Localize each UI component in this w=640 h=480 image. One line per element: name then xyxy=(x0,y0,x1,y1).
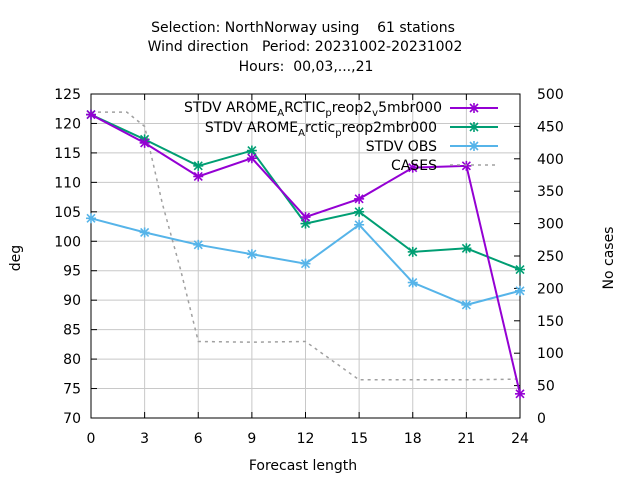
title-line-1: Selection: NorthNorway using 61 stations xyxy=(151,20,455,36)
x-tick-label-8: 24 xyxy=(511,431,529,447)
x-axis-label: Forecast length xyxy=(249,458,357,474)
y2-tick-label-1: 50 xyxy=(537,379,555,395)
series-1-point-2 xyxy=(193,171,204,182)
y-tick-label-2: 80 xyxy=(63,352,81,368)
series-2-point-7 xyxy=(461,243,472,254)
legend-label-series-4: CASES xyxy=(391,158,437,174)
y2-tick-label-3: 150 xyxy=(537,314,564,330)
y-tick-label-7: 105 xyxy=(54,205,81,221)
series-3-point-2 xyxy=(193,239,204,250)
series-1-point-7 xyxy=(461,160,472,171)
y-axis-ticks: 70 75 80 85 90 95 100 105 110 115 120 125 xyxy=(54,87,97,427)
y2-tick-label-2: 100 xyxy=(537,346,564,362)
series-2-point-5 xyxy=(354,206,365,217)
series-2-point-8 xyxy=(515,264,525,275)
series-1-point-6 xyxy=(407,162,418,173)
series-1-point-5 xyxy=(354,193,365,204)
series-3-point-8 xyxy=(515,285,525,296)
series-3-point-1 xyxy=(139,227,150,238)
y2-tick-label-8: 400 xyxy=(537,152,564,168)
series-1-point-8 xyxy=(515,388,525,399)
x-tick-label-2: 6 xyxy=(194,431,203,447)
title-line-2: Wind direction Period: 20231002-20231002 xyxy=(148,39,463,55)
title-line-3: Hours: 00,03,...,21 xyxy=(239,59,374,75)
series-3-point-7 xyxy=(461,299,472,310)
x-tick-label-3: 9 xyxy=(247,431,256,447)
x-tick-label-7: 21 xyxy=(457,431,475,447)
y-tick-label-4: 90 xyxy=(63,293,81,309)
y-tick-label-1: 75 xyxy=(63,382,81,398)
x-tick-label-4: 12 xyxy=(297,431,315,447)
chart-title: Selection: NorthNorway using 61 stations… xyxy=(148,20,463,75)
y2-axis-ticks: 0 50 100 150 200 250 300 350 400 450 500 xyxy=(514,87,564,427)
y-tick-label-9: 115 xyxy=(54,146,81,162)
y2-tick-label-7: 350 xyxy=(537,184,564,200)
series-3-point-5 xyxy=(354,219,365,230)
y-tick-label-0: 70 xyxy=(63,411,81,427)
x-tick-label-1: 3 xyxy=(140,431,149,447)
y2-axis-label: No cases xyxy=(601,227,617,290)
series-1-point-0 xyxy=(86,109,96,120)
series-1-point-3 xyxy=(246,153,257,164)
series-1-point-1 xyxy=(139,137,150,148)
y-tick-label-10: 120 xyxy=(54,116,81,132)
y-tick-label-6: 100 xyxy=(54,234,81,250)
grid xyxy=(91,94,520,418)
y-tick-label-11: 125 xyxy=(54,87,81,103)
y2-tick-label-6: 300 xyxy=(537,217,564,233)
series-2-point-2 xyxy=(193,160,204,171)
legend-marker-series-2 xyxy=(469,122,479,132)
series-3-point-4 xyxy=(300,258,311,269)
y2-tick-label-9: 450 xyxy=(537,119,564,135)
y-axis-label: deg xyxy=(8,245,24,271)
series-1-point-4 xyxy=(300,212,311,223)
series-group xyxy=(86,109,525,399)
y2-tick-label-10: 500 xyxy=(537,87,564,103)
y2-tick-label-5: 250 xyxy=(537,249,564,265)
y-tick-label-3: 85 xyxy=(63,323,81,339)
y-tick-label-5: 95 xyxy=(63,264,81,280)
legend-label-series-2: STDV AROMEArcticpreop2mbr000 xyxy=(205,120,437,139)
x-axis-ticks: 0 3 6 9 12 15 18 21 24 xyxy=(87,94,529,447)
series-2-point-6 xyxy=(407,246,418,257)
y-tick-label-8: 110 xyxy=(54,175,81,191)
legend-samples xyxy=(450,103,498,166)
series-3-point-3 xyxy=(246,249,257,260)
x-tick-label-0: 0 xyxy=(87,431,96,447)
legend-marker-series-1 xyxy=(469,103,479,113)
legend-marker-series-3 xyxy=(469,141,479,151)
y2-tick-label-4: 200 xyxy=(537,281,564,297)
series-3-point-6 xyxy=(407,277,418,288)
x-tick-label-6: 18 xyxy=(404,431,422,447)
legend-label-series-1: STDV AROMEARCTICpreop2v5mbr000 xyxy=(184,100,442,119)
series-2-point-3 xyxy=(246,145,257,156)
legend-label-series-3: STDV OBS xyxy=(366,139,437,155)
legend: STDV AROMEARCTICpreop2v5mbr000 STDV AROM… xyxy=(184,100,498,174)
series-3-point-0 xyxy=(86,213,96,224)
y2-tick-label-0: 0 xyxy=(537,411,546,427)
x-tick-label-5: 15 xyxy=(350,431,368,447)
